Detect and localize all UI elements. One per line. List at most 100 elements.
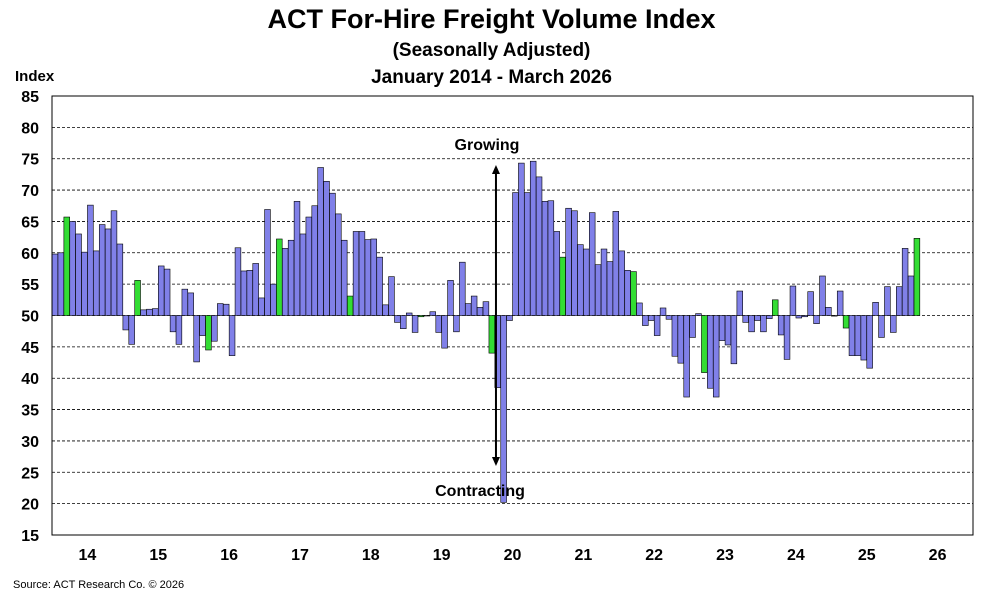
bar	[63, 216, 70, 316]
annotation-growing: Growing	[455, 137, 520, 154]
x-tick-label: 25	[858, 547, 876, 564]
bar	[75, 233, 82, 316]
bar	[636, 302, 643, 316]
x-tick-label: 19	[433, 547, 451, 564]
bar	[819, 275, 826, 316]
bar	[701, 315, 708, 373]
x-tick-label: 15	[149, 547, 167, 564]
bar	[417, 315, 425, 318]
bar	[222, 303, 230, 316]
bar	[600, 248, 608, 316]
bar	[240, 270, 248, 316]
x-tick-label: 22	[645, 547, 663, 564]
bar	[872, 302, 879, 316]
bar	[884, 286, 891, 316]
y-tick-label: 15	[21, 528, 39, 545]
bar	[187, 292, 194, 316]
y-tick-labels: 15 20 25 30 35 40 45 50 55 60 65 70 75 80 85	[21, 89, 39, 545]
bar	[547, 200, 555, 316]
bar	[435, 315, 442, 333]
bar	[665, 315, 673, 320]
bar	[122, 315, 129, 331]
bar	[707, 315, 714, 389]
x-tick-label: 26	[929, 547, 947, 564]
bar	[860, 315, 867, 361]
bar	[524, 192, 531, 316]
bar	[352, 231, 360, 316]
bar	[287, 239, 295, 316]
bar	[205, 315, 212, 351]
bar	[400, 315, 407, 329]
bar	[199, 315, 206, 336]
bar	[718, 315, 726, 341]
bar	[760, 315, 767, 333]
bar	[211, 315, 218, 342]
bar	[57, 252, 65, 316]
bar	[146, 308, 153, 316]
bar	[87, 204, 94, 316]
bar	[907, 275, 915, 316]
bar	[423, 315, 431, 317]
y-tick-label: 65	[21, 214, 39, 231]
bar	[447, 280, 454, 316]
bar	[329, 192, 336, 316]
bar	[394, 315, 401, 323]
bar	[901, 248, 909, 316]
bar	[181, 288, 189, 316]
bar	[169, 315, 177, 333]
x-tick-label: 21	[574, 547, 592, 564]
bar	[571, 210, 578, 316]
bar	[258, 297, 265, 316]
bar	[323, 180, 330, 316]
plot-border	[51, 95, 974, 536]
bar	[825, 307, 832, 316]
bar	[264, 209, 271, 316]
chart-subtitle: (Seasonally Adjusted)	[392, 40, 591, 61]
bar	[276, 238, 283, 316]
bar	[453, 315, 460, 333]
bar	[559, 256, 566, 316]
y-tick-label: 50	[21, 309, 39, 326]
y-tick-label: 45	[21, 340, 39, 357]
y-tick-label: 70	[21, 183, 39, 200]
bar	[282, 248, 289, 316]
bar	[512, 192, 519, 316]
bar	[370, 238, 377, 316]
y-axis-label: Index	[15, 68, 55, 85]
arrow-head-up	[491, 164, 500, 174]
arrow-head-down	[491, 457, 500, 467]
bar	[529, 160, 537, 316]
bar	[772, 299, 779, 316]
bar	[341, 239, 348, 316]
y-tick-label: 80	[21, 120, 39, 137]
bar	[388, 276, 395, 316]
y-tick-label: 55	[21, 277, 39, 294]
bar	[878, 315, 885, 338]
bar	[612, 211, 620, 316]
bar	[305, 216, 313, 316]
bar	[317, 167, 324, 316]
bar	[518, 162, 525, 316]
bar	[470, 295, 478, 316]
chart-title: ACT For-Hire Freight Volume Index	[267, 4, 716, 34]
bar	[69, 221, 76, 316]
bar	[405, 312, 413, 316]
bar	[193, 315, 200, 363]
bar	[110, 210, 118, 316]
bar	[311, 205, 318, 316]
bar	[630, 271, 637, 316]
bar	[766, 315, 773, 319]
y-tick-label: 40	[21, 371, 39, 388]
bar	[913, 238, 921, 316]
bar	[500, 315, 507, 503]
bar	[606, 261, 614, 316]
bar	[158, 265, 165, 316]
bar	[712, 315, 720, 398]
bar	[689, 315, 696, 338]
bar	[813, 315, 820, 324]
bar	[754, 315, 761, 321]
bar	[441, 315, 448, 349]
bar	[293, 201, 301, 316]
bar	[98, 224, 106, 316]
bar	[866, 315, 873, 369]
